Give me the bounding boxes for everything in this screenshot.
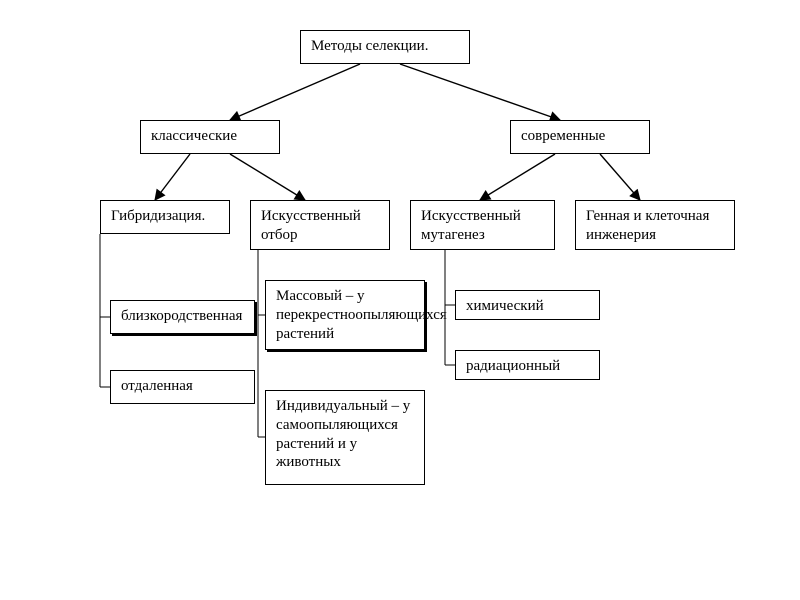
node-distant: отдаленная (110, 370, 255, 404)
node-artMut: Искусственный мутагенез (410, 200, 555, 250)
node-artSel: Искусственный отбор (250, 200, 390, 250)
node-geneEng: Генная и клеточная инженерия (575, 200, 735, 250)
node-chem: химический (455, 290, 600, 320)
node-indiv: Индивидуальный – у самоопыляющихся расте… (265, 390, 425, 485)
node-root: Методы селекции. (300, 30, 470, 64)
node-classic: классические (140, 120, 280, 154)
node-hybrid: Гибридизация. (100, 200, 230, 234)
node-modern: современные (510, 120, 650, 154)
node-mass: Массовый – у перекрестноопыляющихся раст… (265, 280, 425, 350)
node-closeRel: близкородственная (110, 300, 255, 334)
diagram-stage: Методы селекции. классические современные Г… (0, 0, 800, 600)
node-rad: радиационный (455, 350, 600, 380)
